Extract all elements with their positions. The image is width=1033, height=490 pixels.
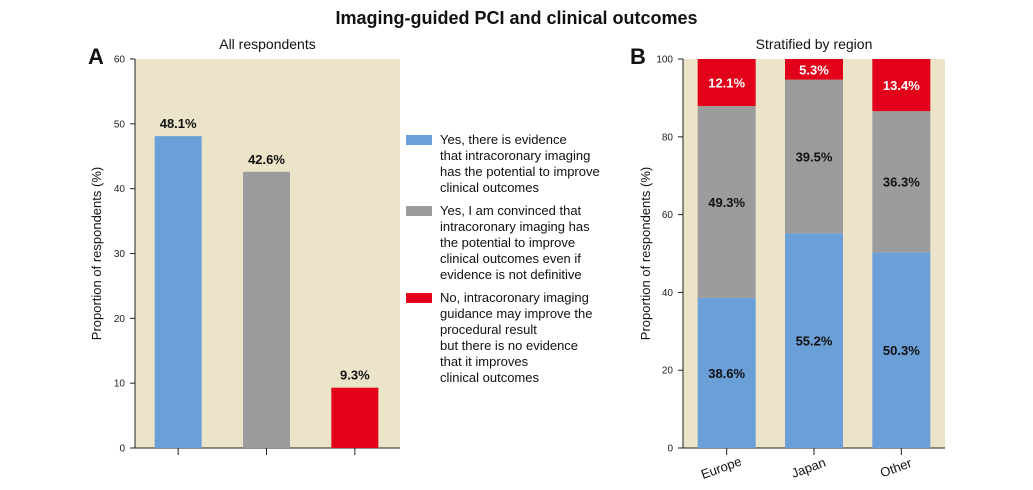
stacked-bar-segment [785, 59, 843, 80]
y-tick-label-a: 50 [114, 119, 126, 130]
x-tick-label-b: Japan [789, 455, 827, 481]
stacked-bar-segment [785, 233, 843, 448]
figure-title: Imaging-guided PCI and clinical outcomes [335, 8, 698, 28]
y-tick-label-b: 40 [662, 288, 674, 299]
panel-a-letter: A [88, 44, 104, 69]
segment-label: 50.3% [883, 343, 920, 358]
data-label: 9.3% [340, 368, 370, 383]
y-tick-label-b: 60 [662, 210, 674, 221]
legend: Yes, there is evidence that intracoronar… [406, 132, 636, 393]
bar [243, 171, 290, 448]
stacked-bar-segment [785, 79, 843, 234]
segment-label: 36.3% [883, 175, 920, 190]
y-axis-label-a: Proportion of respondents (%) [89, 167, 104, 340]
stacked-bar-segment [697, 59, 756, 107]
y-tick-label-b: 0 [667, 444, 673, 455]
stacked-bar-segment [872, 59, 931, 112]
data-label: 42.6% [248, 152, 285, 167]
legend-label: No, intracoronary imaging guidance may i… [440, 290, 593, 385]
y-tick-label-b: 20 [662, 366, 674, 377]
y-tick-label-b: 80 [662, 132, 674, 143]
y-tick-label-a: 60 [114, 55, 126, 66]
legend-item: No, intracoronary imaging guidance may i… [406, 290, 636, 386]
y-tick-label-a: 0 [119, 444, 125, 455]
legend-swatch-red [406, 293, 432, 303]
segment-label: 49.3% [708, 195, 745, 210]
data-label: 48.1% [160, 116, 197, 131]
legend-swatch-gray [406, 206, 432, 216]
segment-label: 39.5% [796, 149, 833, 164]
bar [154, 136, 202, 448]
legend-label: Yes, I am convinced that intracoronary i… [440, 203, 590, 282]
panel-b-letter: B [630, 44, 646, 69]
stacked-bar-segment [697, 297, 756, 448]
legend-swatch-blue [406, 135, 432, 145]
segment-label: 55.2% [796, 334, 833, 349]
legend-label: Yes, there is evidence that intracoronar… [440, 132, 600, 195]
stacked-bar-segment [697, 106, 756, 298]
y-tick-label-a: 20 [114, 314, 126, 325]
x-tick-label-b: Europe [699, 454, 744, 482]
y-tick-label-b: 100 [656, 55, 673, 66]
segment-label: 12.1% [708, 76, 745, 91]
segment-label: 13.4% [883, 78, 920, 93]
segment-label: 38.6% [708, 366, 745, 381]
segment-label: 5.3% [799, 62, 829, 77]
panel-b-subtitle: Stratified by region [755, 36, 873, 52]
panel-a-subtitle: All respondents [219, 36, 316, 52]
y-tick-label-a: 30 [114, 249, 126, 260]
legend-item: Yes, I am convinced that intracoronary i… [406, 203, 636, 283]
stacked-bar-segment [872, 111, 931, 253]
legend-item: Yes, there is evidence that intracoronar… [406, 132, 636, 196]
x-tick-label-b: Other [878, 455, 914, 480]
y-axis-label-b: Proportion of respondents (%) [638, 167, 653, 340]
y-tick-label-a: 40 [114, 184, 126, 195]
y-tick-label-a: 10 [114, 379, 126, 390]
stacked-bar-segment [872, 252, 931, 448]
bar [331, 387, 379, 448]
